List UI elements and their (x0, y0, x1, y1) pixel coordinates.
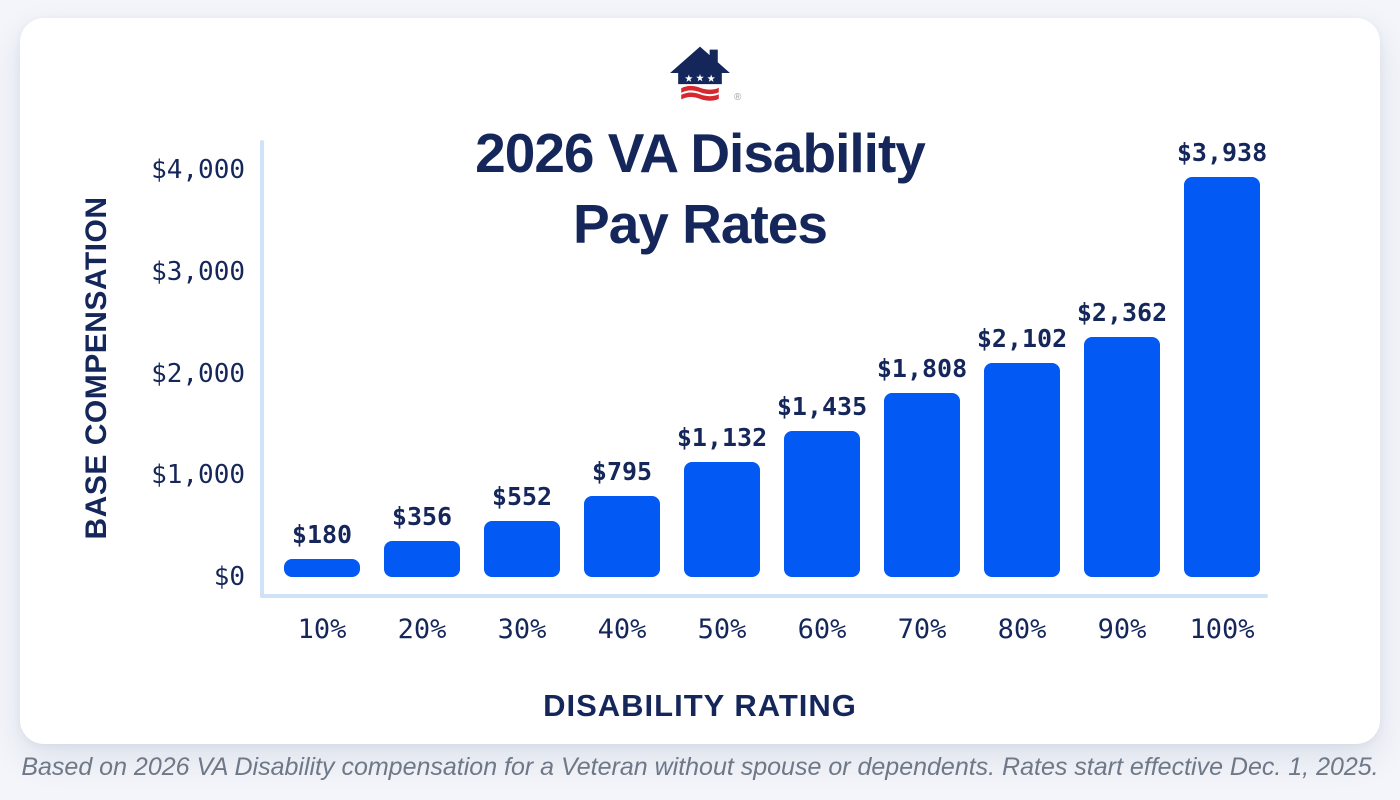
bar-value-label: $1,435 (776, 392, 868, 421)
registered-trademark-symbol: ® (734, 92, 742, 103)
x-axis-tick-label: 80% (997, 614, 1047, 645)
bar-value-label: $3,938 (1176, 138, 1268, 167)
chart-title-line2: Pay Rates (573, 193, 828, 255)
bar-value-label: $795 (591, 457, 653, 486)
y-axis-title: BASE COMPENSATION (80, 196, 113, 540)
x-axis-tick-label: 70% (897, 614, 947, 645)
bar-value-label: $356 (391, 502, 453, 531)
bar-60% (784, 431, 860, 577)
x-axis-title: DISABILITY RATING (543, 688, 857, 723)
y-axis-line (260, 140, 264, 598)
bar-90% (1084, 337, 1160, 577)
chart-title: 2026 VA Disability Pay Rates (0, 118, 1400, 260)
x-axis-tick-label: 20% (397, 614, 447, 645)
bar-value-label: $1,132 (676, 423, 768, 452)
x-axis-tick-label: 50% (697, 614, 747, 645)
y-axis-tick-label: $2,000 (151, 358, 245, 389)
x-axis-tick-label: 90% (1097, 614, 1147, 645)
chart-title-line1: 2026 VA Disability (475, 122, 926, 184)
bar-30% (484, 521, 560, 577)
x-axis-tick-label: 40% (597, 614, 647, 645)
bar-value-label: $2,102 (976, 324, 1068, 353)
y-axis-tick-label: $0 (213, 562, 245, 592)
y-axis-tick-label: $4,000 (151, 155, 245, 186)
bar-value-label: $1,808 (876, 354, 968, 383)
bar-10% (284, 559, 360, 577)
x-axis-tick-label: 10% (297, 614, 347, 645)
x-axis-line (260, 594, 1268, 598)
bar-value-label: $2,362 (1076, 298, 1168, 327)
bar-20% (384, 541, 460, 577)
x-axis-tick-label: 100% (1189, 614, 1255, 645)
y-axis-tick-label: $3,000 (151, 256, 245, 287)
bar-80% (984, 363, 1060, 577)
x-axis-tick-label: 30% (497, 614, 547, 645)
bar-70% (884, 393, 960, 577)
x-axis-tick-label: 60% (797, 614, 847, 645)
house-flag-logo-icon (670, 46, 730, 101)
bar-value-label: $180 (291, 520, 353, 549)
footnote-text: Based on 2026 VA Disability compensation… (21, 753, 1379, 781)
bar-100% (1184, 177, 1260, 577)
y-axis-tick-label: $1,000 (151, 460, 245, 491)
bar-50% (684, 462, 760, 577)
bar-value-label: $552 (491, 482, 553, 511)
bar-40% (584, 496, 660, 577)
